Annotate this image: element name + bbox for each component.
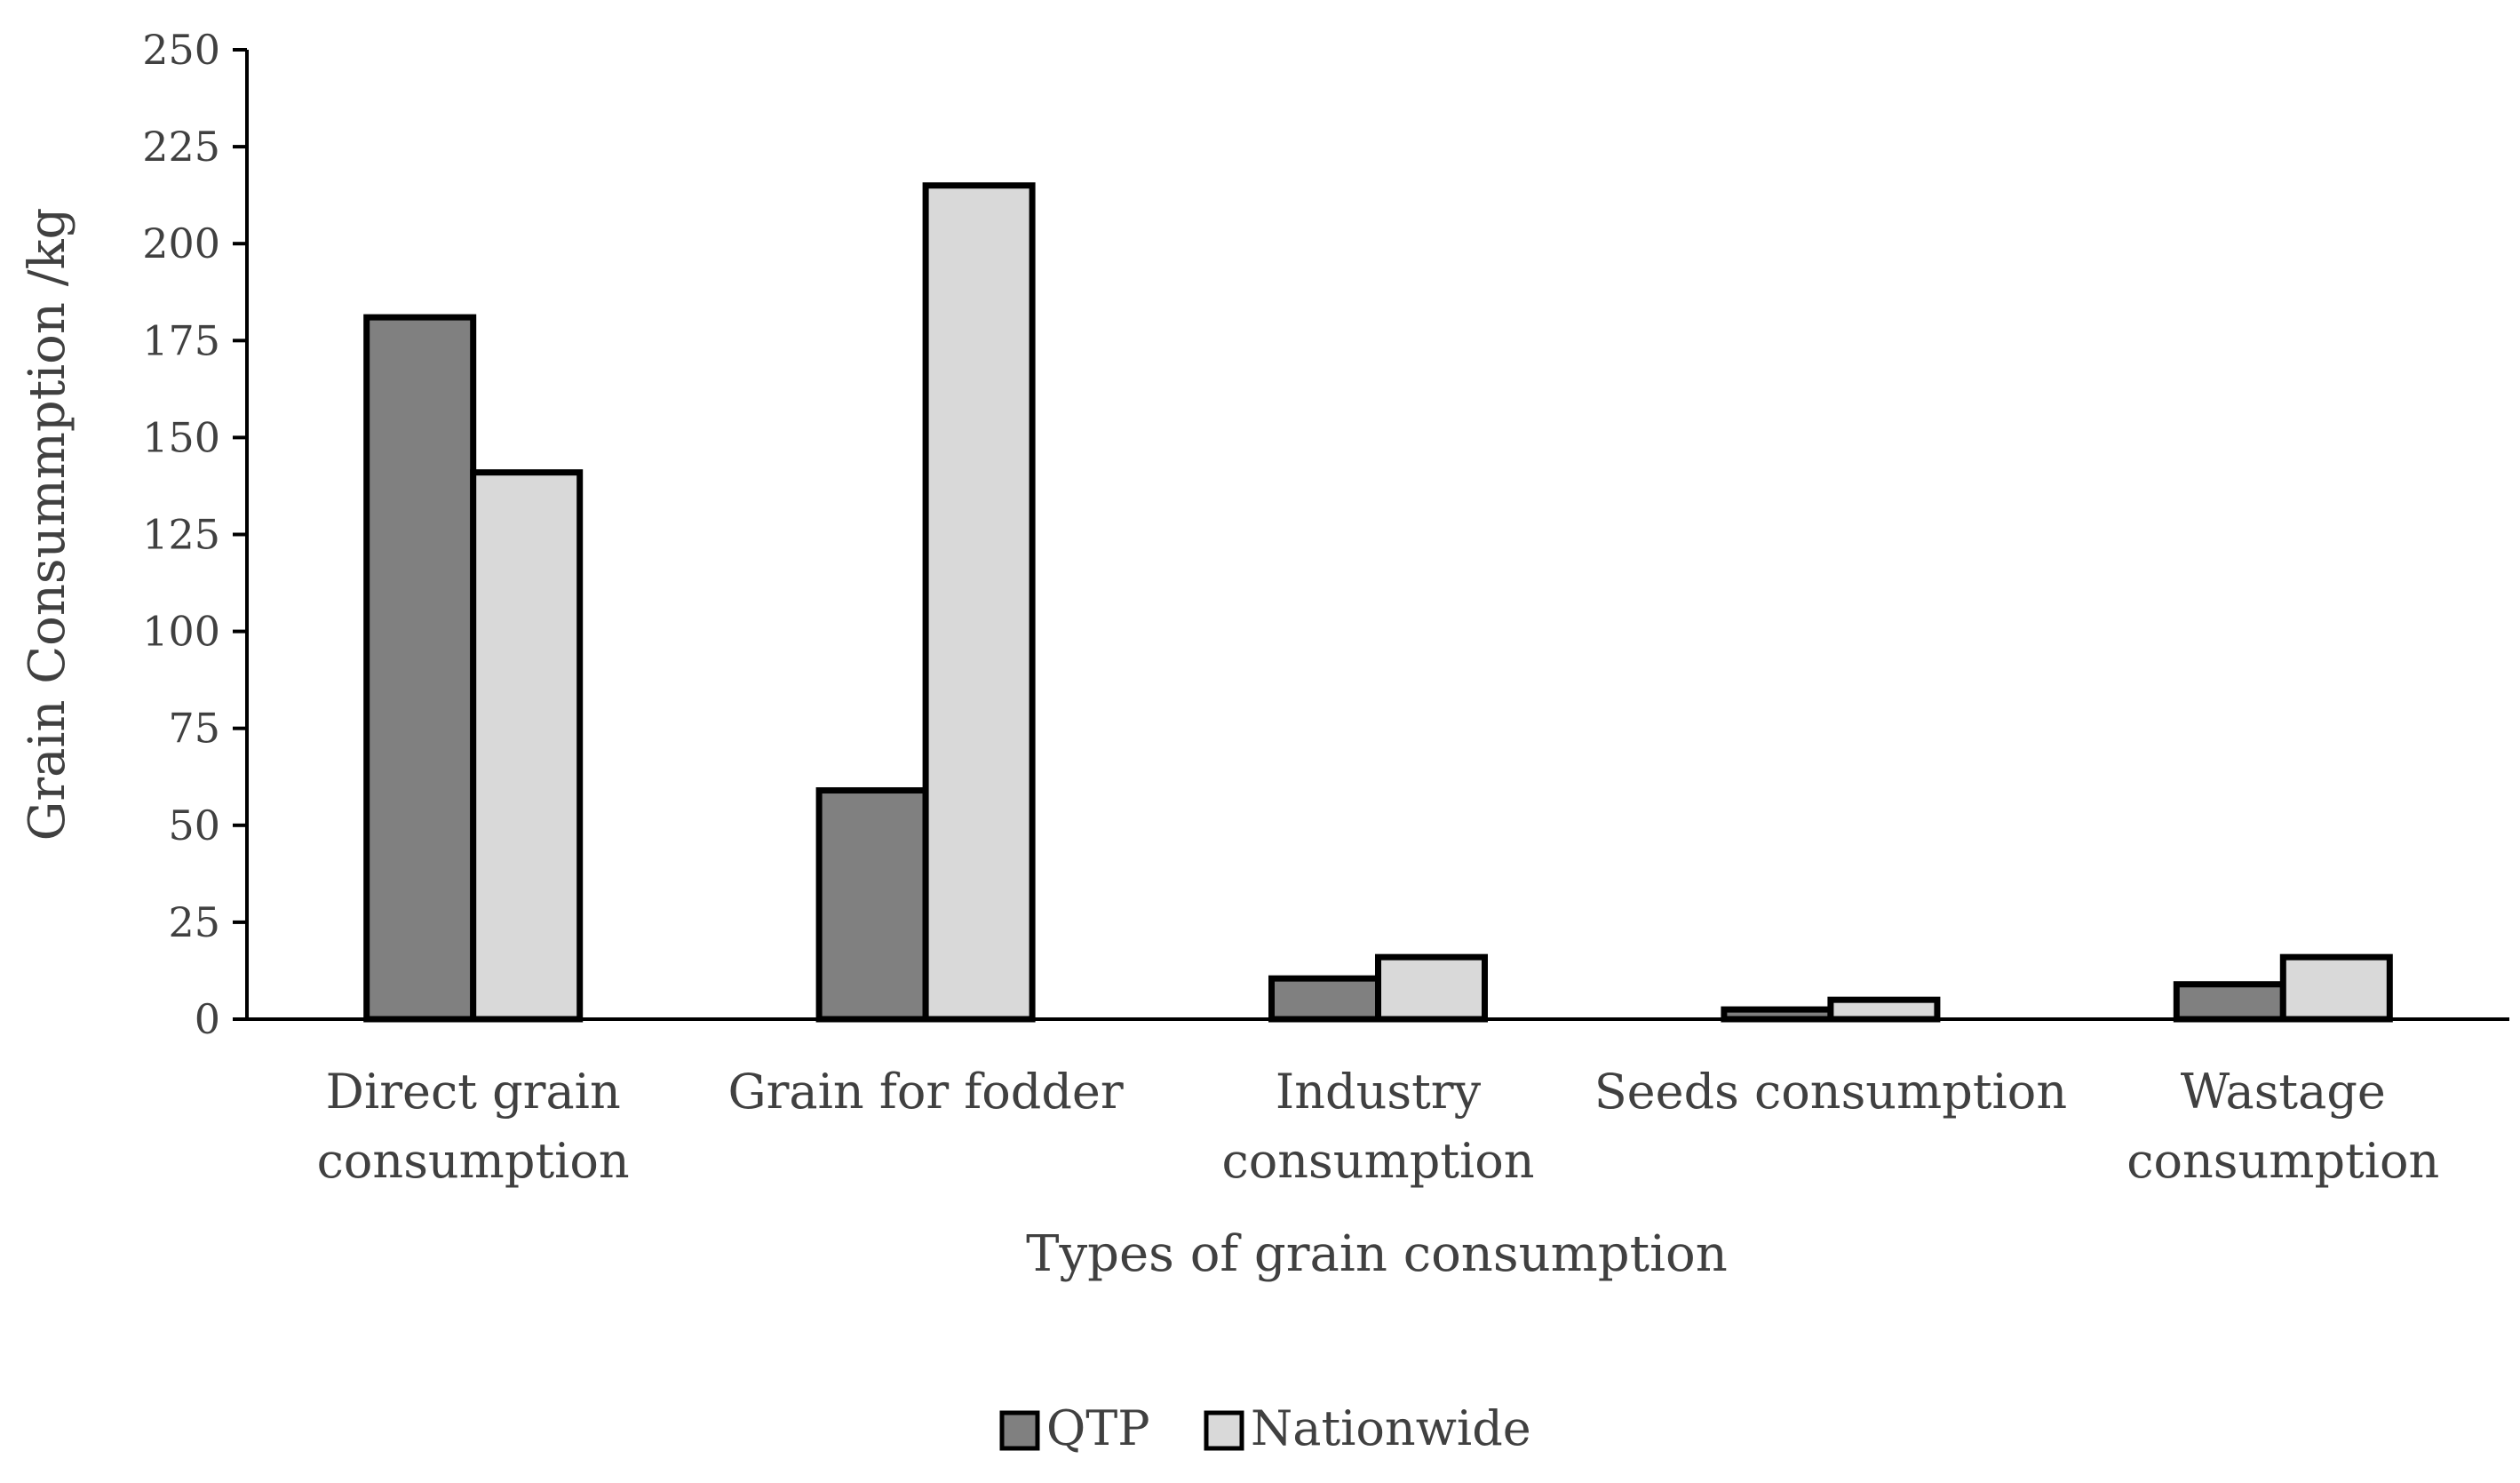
x-category-label: Industry consumption (1221, 1064, 1534, 1189)
y-axis-title: Grain Consummption /kg (19, 208, 76, 841)
y-tick-label: 50 (168, 801, 220, 849)
x-category-label: Direct grain consumption (317, 1064, 630, 1189)
y-tick-label: 200 (142, 219, 220, 267)
y-tick-label: 100 (142, 608, 220, 656)
bar-nationwide-4 (1827, 996, 1941, 1023)
y-tick-label: 75 (168, 705, 220, 753)
legend: QTP Nationwide (999, 1400, 1531, 1456)
bar-qtp-1 (363, 314, 477, 1023)
bar-qtp-2 (815, 787, 929, 1023)
bar-nationwide-3 (1375, 953, 1488, 1023)
bars (363, 182, 2393, 1023)
x-category-label: Seeds consumption (1594, 1064, 2067, 1120)
y-axis-ticks: 0 25 50 75 100 125 150 175 200 225 250 (142, 26, 247, 1043)
y-tick-label: 125 (142, 511, 220, 559)
bar-qtp-5 (2173, 981, 2286, 1023)
y-tick-label: 225 (142, 123, 220, 171)
bar-nationwide-2 (922, 182, 1036, 1023)
legend-swatch-nationwide (1204, 1410, 1244, 1451)
bar-nationwide-5 (2279, 953, 2393, 1023)
legend-label-qtp: QTP (1046, 1400, 1150, 1456)
category-labels: Direct grain consumption Grain for fodder I… (317, 1064, 2440, 1189)
y-tick-label: 250 (142, 26, 220, 74)
legend-label-nationwide: Nationwide (1251, 1400, 1531, 1456)
y-tick-label: 25 (168, 898, 220, 946)
y-tick-label: 175 (142, 316, 220, 364)
legend-swatch-qtp (999, 1410, 1040, 1451)
x-axis-title: Types of grain consumption (1026, 1225, 1728, 1283)
x-category-label: Wastage consumption (2126, 1064, 2439, 1189)
x-category-label: Grain for fodder (727, 1064, 1123, 1120)
bar-qtp-3 (1268, 975, 1381, 1023)
y-tick-label: 150 (142, 413, 220, 461)
y-tick-label: 0 (195, 995, 220, 1043)
axes (245, 50, 2509, 1021)
bar-nationwide-1 (470, 469, 584, 1023)
